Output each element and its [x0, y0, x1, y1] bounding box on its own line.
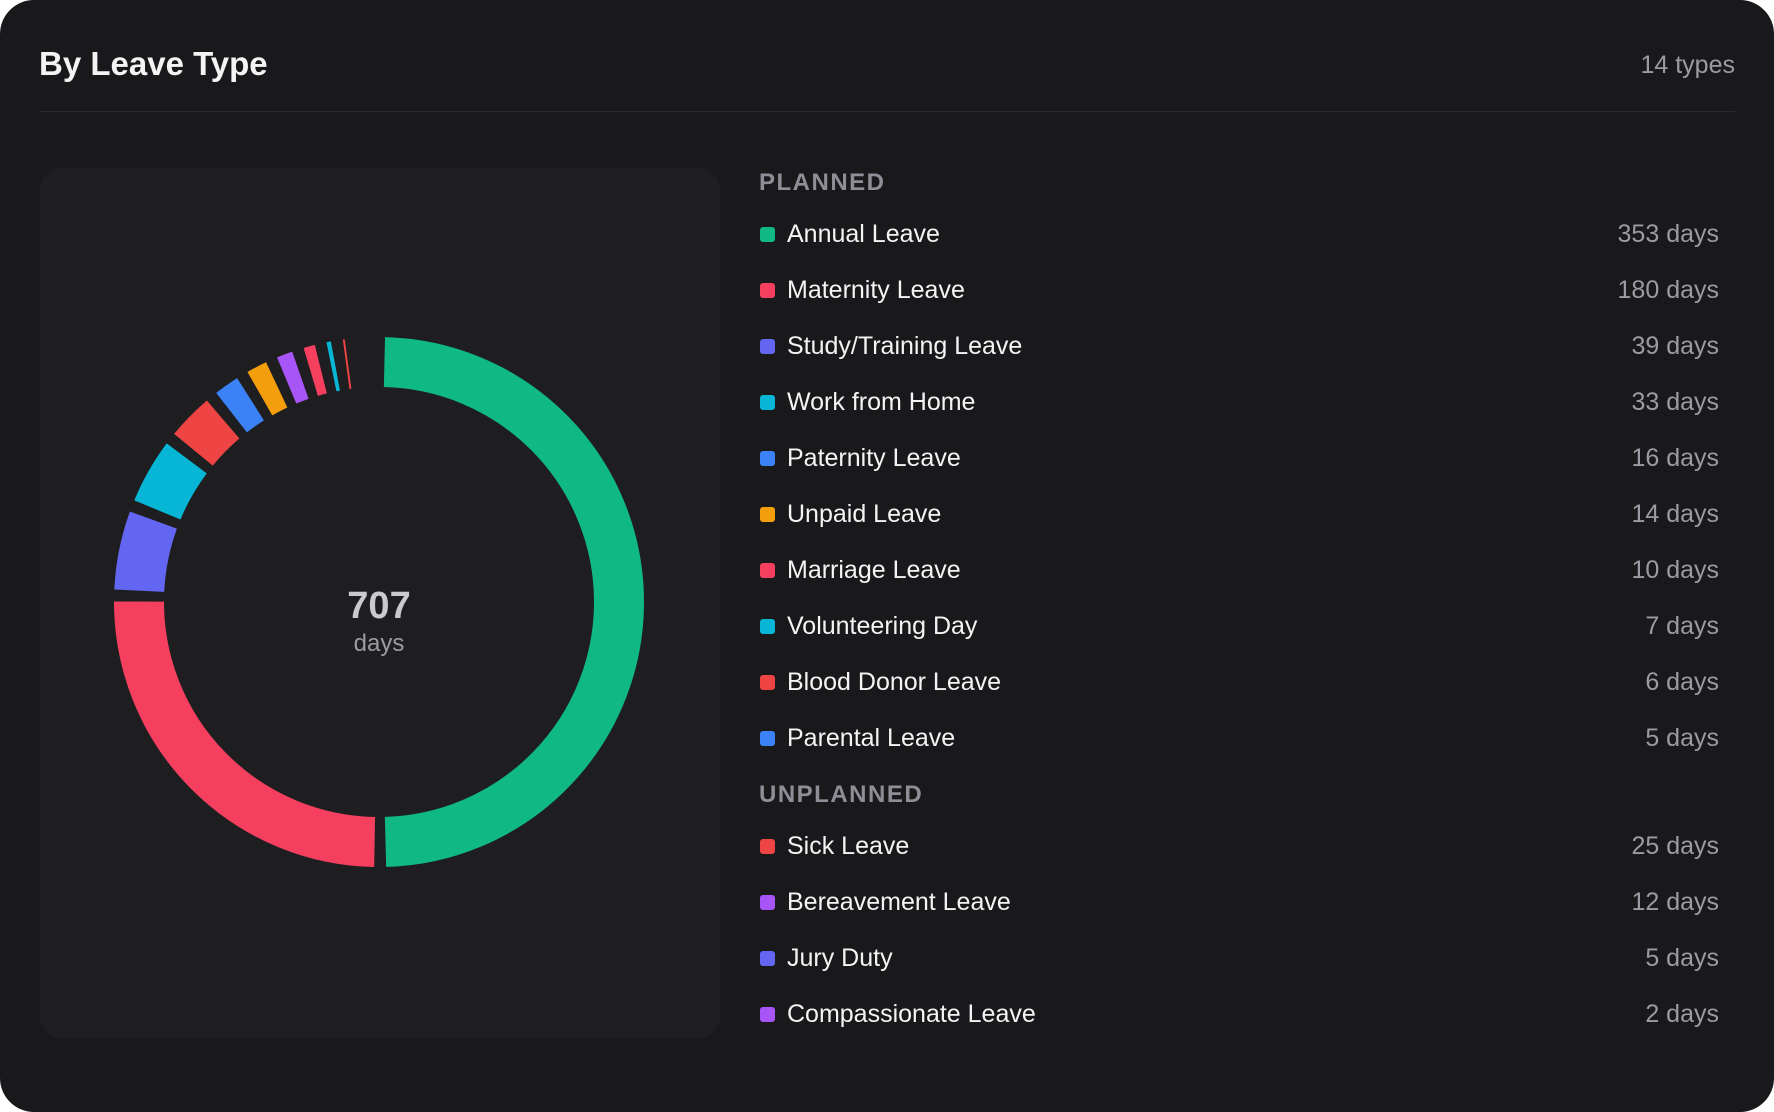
- legend-swatch: [760, 675, 775, 690]
- card-title: By Leave Type: [39, 45, 268, 82]
- legend-item-value: 7 days: [1645, 612, 1719, 640]
- legend-item-value: 6 days: [1645, 668, 1719, 696]
- legend-item-label: Annual Leave: [787, 220, 940, 248]
- legend-item: Study/Training Leave 39 days: [759, 329, 1719, 363]
- legend-item-label: Paternity Leave: [787, 444, 961, 472]
- legend-item-value: 5 days: [1645, 724, 1719, 752]
- donut-slice-maternity-leave[interactable]: [114, 601, 376, 867]
- legend-swatch: [760, 507, 775, 522]
- legend-item-label: Marriage Leave: [787, 556, 961, 584]
- legend-swatch: [760, 563, 775, 578]
- legend-item-label: Sick Leave: [787, 832, 910, 860]
- legend-item-value: 2 days: [1645, 1000, 1719, 1028]
- donut-slice-sick-leave[interactable]: [174, 400, 240, 467]
- donut-slice-marriage-leave[interactable]: [303, 344, 328, 396]
- legend-item-value: 33 days: [1631, 388, 1719, 416]
- legend-swatch: [760, 451, 775, 466]
- legend-item-value: 10 days: [1631, 556, 1719, 584]
- legend-item-value: 12 days: [1631, 888, 1719, 916]
- legend-swatch: [760, 951, 775, 966]
- legend-item-label: Volunteering Day: [787, 612, 978, 640]
- legend-group-planned: PLANNED: [759, 169, 886, 196]
- donut-slice-paternity-leave[interactable]: [216, 378, 265, 433]
- legend-item: Jury Duty 5 days: [759, 941, 1719, 975]
- legend-item-label: Parental Leave: [787, 724, 956, 752]
- legend-item-value: 353 days: [1617, 220, 1719, 248]
- legend-item-value: 25 days: [1631, 832, 1719, 860]
- legend-item: Work from Home 33 days: [759, 385, 1719, 419]
- legend-item: Volunteering Day 7 days: [759, 609, 1719, 643]
- type-count: 14 types: [1640, 51, 1735, 79]
- legend-item-value: 39 days: [1631, 332, 1719, 360]
- legend-item: Maternity Leave 180 days: [759, 273, 1719, 307]
- legend-item-value: 5 days: [1645, 944, 1719, 972]
- legend-swatch: [760, 339, 775, 354]
- legend-swatch: [760, 731, 775, 746]
- legend-item: Annual Leave 353 days: [759, 217, 1719, 251]
- legend-swatch: [760, 619, 775, 634]
- legend-swatch: [760, 395, 775, 410]
- donut-center-value: 707: [347, 585, 410, 627]
- legend-item-label: Blood Donor Leave: [787, 668, 1002, 696]
- donut-slice-bereavement-leave[interactable]: [277, 351, 309, 404]
- legend-group-unplanned: UNPLANNED: [759, 781, 924, 808]
- legend-item: Bereavement Leave 12 days: [759, 885, 1719, 919]
- donut-chart-panel: 707 days: [40, 168, 720, 1039]
- legend-item-value: 180 days: [1617, 276, 1719, 304]
- legend-item-label: Study/Training Leave: [787, 332, 1023, 360]
- legend-swatch: [760, 1007, 775, 1022]
- legend-swatch: [760, 839, 775, 854]
- legend-item-label: Compassionate Leave: [787, 1000, 1036, 1028]
- legend-item: Blood Donor Leave 6 days: [759, 665, 1719, 699]
- legend-item-label: Maternity Leave: [787, 276, 965, 304]
- legend-item-value: 14 days: [1631, 500, 1719, 528]
- legend-item: Parental Leave 5 days: [759, 721, 1719, 755]
- legend-item: Marriage Leave 10 days: [759, 553, 1719, 587]
- card-header: By Leave Type 14 types: [39, 0, 1735, 112]
- donut-slice-study-training-leave[interactable]: [114, 511, 178, 593]
- donut-slice-unpaid-leave[interactable]: [247, 362, 288, 416]
- donut-slice-annual-leave[interactable]: [383, 337, 644, 867]
- legend-item-value: 16 days: [1631, 444, 1719, 472]
- legend-swatch: [760, 895, 775, 910]
- legend-item: Paternity Leave 16 days: [759, 441, 1719, 475]
- donut-center-label: days: [354, 630, 405, 657]
- legend-item-label: Work from Home: [787, 388, 976, 416]
- legend-item: Compassionate Leave 2 days: [759, 997, 1719, 1031]
- donut-slice-volunteering-day[interactable]: [326, 341, 340, 392]
- legend-item: Sick Leave 25 days: [759, 829, 1719, 863]
- legend-item: Unpaid Leave 14 days: [759, 497, 1719, 531]
- legend-swatch: [760, 227, 775, 242]
- legend-item-label: Bereavement Leave: [787, 888, 1011, 916]
- legend-swatch: [760, 283, 775, 298]
- donut-chart: 707 days: [114, 337, 644, 867]
- legend-item-label: Jury Duty: [787, 944, 893, 972]
- legend-item-label: Unpaid Leave: [787, 500, 942, 528]
- donut-slice-work-from-home[interactable]: [134, 443, 208, 521]
